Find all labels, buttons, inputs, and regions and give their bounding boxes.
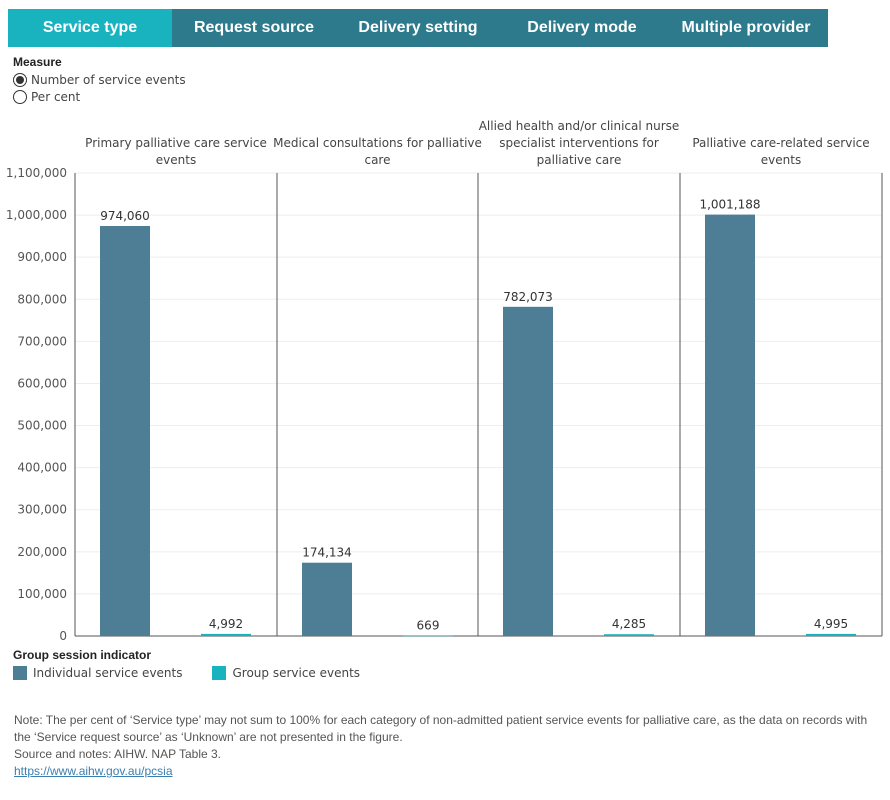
notes: Note: The per cent of ‘Service type’ may… bbox=[14, 712, 874, 780]
legend: Group session indicator Individual servi… bbox=[13, 648, 390, 680]
bar-chart: 0 100,000 200,000 300,000 400,000 500,000 600,… bbox=[6, 119, 883, 643]
data-label: 4,285 bbox=[612, 617, 646, 631]
legend-item-group[interactable]: Group service events bbox=[212, 666, 360, 680]
tab-request-source[interactable]: Request source bbox=[193, 19, 315, 36]
bar-individual bbox=[705, 214, 755, 636]
data-label: 174,134 bbox=[302, 546, 352, 560]
y-tick-label: 1,100,000 bbox=[6, 166, 67, 180]
legend-label: Group service events bbox=[232, 666, 361, 680]
y-tick-label: 700,000 bbox=[17, 334, 67, 348]
measure-option-label: Number of service events bbox=[31, 72, 186, 87]
panel-header: events bbox=[156, 153, 196, 167]
panel-header: care bbox=[364, 153, 390, 167]
measure-option-percent[interactable]: Per cent bbox=[13, 88, 186, 105]
measure-option-number[interactable]: Number of service events bbox=[13, 71, 186, 88]
tab-multiple-provider[interactable]: Multiple provider bbox=[681, 19, 811, 36]
bar-group bbox=[403, 635, 453, 637]
data-label: 4,995 bbox=[814, 617, 848, 631]
y-tick-label: 900,000 bbox=[17, 250, 67, 264]
y-tick-label: 200,000 bbox=[17, 545, 67, 559]
legend-label: Individual service events bbox=[33, 666, 183, 680]
radio-selected-icon[interactable] bbox=[13, 72, 27, 87]
data-label: 669 bbox=[417, 619, 440, 633]
panel-header: Allied health and/or clinical nurse bbox=[479, 119, 680, 133]
y-tick-label: 0 bbox=[59, 629, 67, 643]
bar-individual bbox=[302, 562, 352, 636]
y-tick-label: 600,000 bbox=[17, 376, 67, 390]
tab-service-type[interactable]: Service type bbox=[8, 9, 172, 47]
panel-header: Palliative care-related service bbox=[692, 136, 869, 150]
panel-header: events bbox=[761, 153, 801, 167]
legend-swatch bbox=[13, 666, 27, 680]
data-label: 1,001,188 bbox=[699, 198, 760, 212]
measure-option-label: Per cent bbox=[31, 89, 81, 104]
tab-delivery-mode[interactable]: Delivery mode bbox=[527, 19, 637, 36]
source-text: Source and notes: AIHW. NAP Table 3. bbox=[14, 747, 222, 761]
view-tabs: Service type Request source Delivery set… bbox=[8, 9, 828, 47]
y-tick-label: 400,000 bbox=[17, 461, 67, 475]
panel-header: Primary palliative care service bbox=[85, 136, 267, 150]
measure-selector: Measure Number of service events Per cen… bbox=[13, 55, 186, 105]
bar-group bbox=[806, 633, 856, 636]
bar-group bbox=[201, 633, 251, 636]
legend-swatch bbox=[212, 666, 227, 680]
data-label: 974,060 bbox=[100, 209, 150, 223]
measure-title: Measure bbox=[13, 55, 62, 69]
y-tick-label: 1,000,000 bbox=[6, 208, 67, 222]
y-tick-label: 300,000 bbox=[17, 503, 67, 517]
bar-individual bbox=[503, 306, 553, 636]
panel-header: palliative care bbox=[537, 153, 622, 167]
data-label: 4,992 bbox=[209, 617, 243, 631]
panel-header: Medical consultations for palliative bbox=[273, 136, 482, 150]
y-tick-label: 800,000 bbox=[17, 292, 67, 306]
tab-delivery-setting[interactable]: Delivery setting bbox=[358, 19, 478, 36]
data-label: 782,073 bbox=[503, 290, 553, 304]
bar-individual bbox=[100, 226, 150, 637]
y-tick-label: 500,000 bbox=[17, 419, 67, 433]
note-text: Note: The per cent of ‘Service type’ may… bbox=[14, 713, 868, 744]
legend-item-individual[interactable]: Individual service events bbox=[13, 666, 182, 680]
source-link[interactable]: https://www.aihw.gov.au/pcsia bbox=[14, 764, 173, 778]
y-tick-label: 100,000 bbox=[17, 587, 67, 601]
panel-header: specialist interventions for bbox=[499, 136, 659, 150]
radio-unselected-icon[interactable] bbox=[13, 89, 27, 104]
legend-title: Group session indicator bbox=[13, 648, 152, 662]
bar-group bbox=[604, 634, 654, 636]
